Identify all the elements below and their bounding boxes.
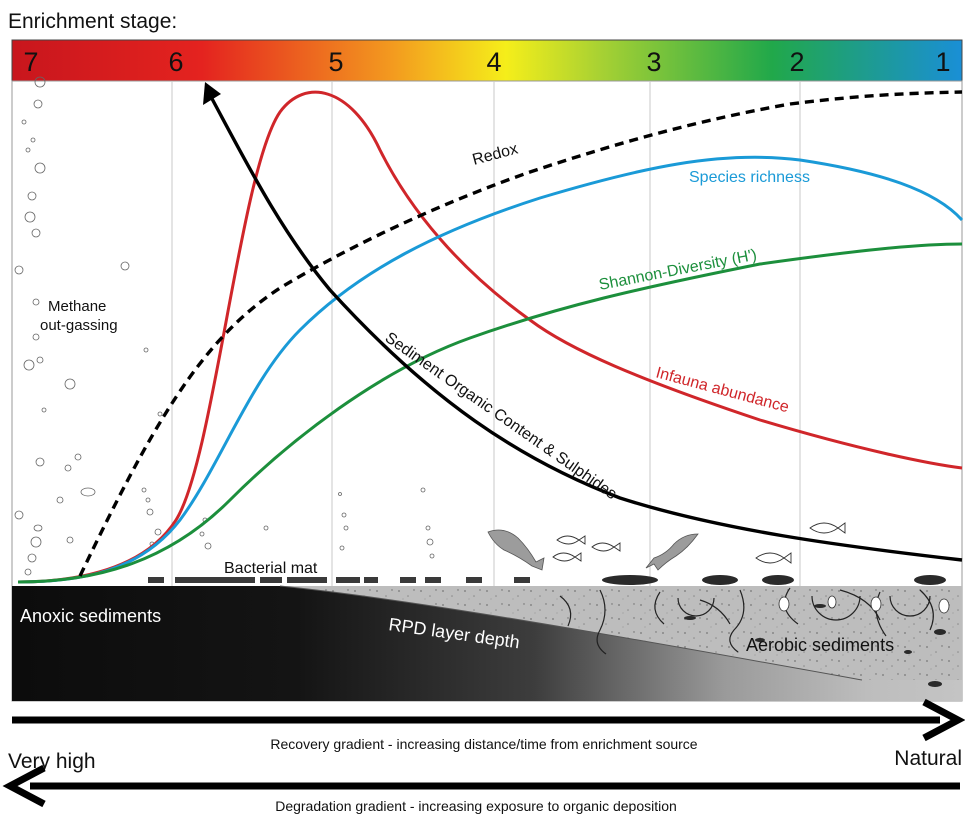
methane-bubbles bbox=[14, 76, 435, 576]
stage-label-5: 5 bbox=[328, 47, 343, 77]
stage-label-4: 4 bbox=[486, 47, 501, 77]
degradation-gradient-label: Degradation gradient - increasing exposu… bbox=[275, 798, 677, 814]
header-title: Enrichment stage: bbox=[8, 10, 177, 33]
aerobic-texture bbox=[280, 586, 962, 680]
stage-label-2: 2 bbox=[789, 47, 804, 77]
redox-curve bbox=[78, 90, 963, 577]
fish-icon bbox=[809, 522, 846, 534]
stage-dividers bbox=[171, 81, 801, 586]
bacterial-mat-label: Bacterial mat bbox=[224, 560, 318, 577]
fish-icon bbox=[591, 542, 621, 552]
very-high-label: Very high bbox=[8, 750, 96, 773]
recovery-arrowhead bbox=[922, 698, 965, 742]
fish-icon bbox=[645, 533, 699, 571]
methane-label-line1: Methane bbox=[48, 298, 106, 315]
stage-label-6: 6 bbox=[168, 47, 183, 77]
species-richness-curve bbox=[17, 155, 964, 584]
methane-label-line2: out-gassing bbox=[40, 317, 118, 334]
infauna-curve bbox=[17, 90, 963, 584]
anoxic-sediments-label: Anoxic sediments bbox=[20, 606, 161, 626]
aerobic-sediments-label: Aerobic sediments bbox=[746, 635, 894, 655]
recovery-gradient-label: Recovery gradient - increasing distance/… bbox=[270, 736, 697, 752]
infauna-organisms bbox=[602, 575, 946, 687]
stage-label-3: 3 bbox=[646, 47, 661, 77]
rpd-boundary bbox=[279, 585, 863, 681]
stage-label-1: 1 bbox=[935, 47, 950, 77]
fish-icon bbox=[487, 529, 545, 571]
stage-color-bar bbox=[11, 39, 963, 82]
bacterial-mat bbox=[148, 577, 530, 583]
organic-content-arrowhead bbox=[203, 82, 221, 105]
fish-icon bbox=[755, 552, 792, 564]
redox-label: Redox bbox=[471, 140, 520, 168]
fish-icon bbox=[552, 552, 582, 562]
bivalves bbox=[778, 595, 950, 614]
species-richness-label: Species richness bbox=[689, 169, 810, 186]
shannon-curve bbox=[17, 242, 963, 584]
organic-content-label: Sediment Organic Content & Sulphides bbox=[382, 329, 620, 503]
organic-content-curve bbox=[208, 94, 963, 562]
stage-label-7: 7 bbox=[23, 47, 38, 77]
fish-group bbox=[487, 522, 846, 571]
degradation-arrowhead bbox=[2, 764, 46, 808]
natural-label: Natural bbox=[894, 747, 962, 770]
fish-icon bbox=[556, 535, 586, 545]
